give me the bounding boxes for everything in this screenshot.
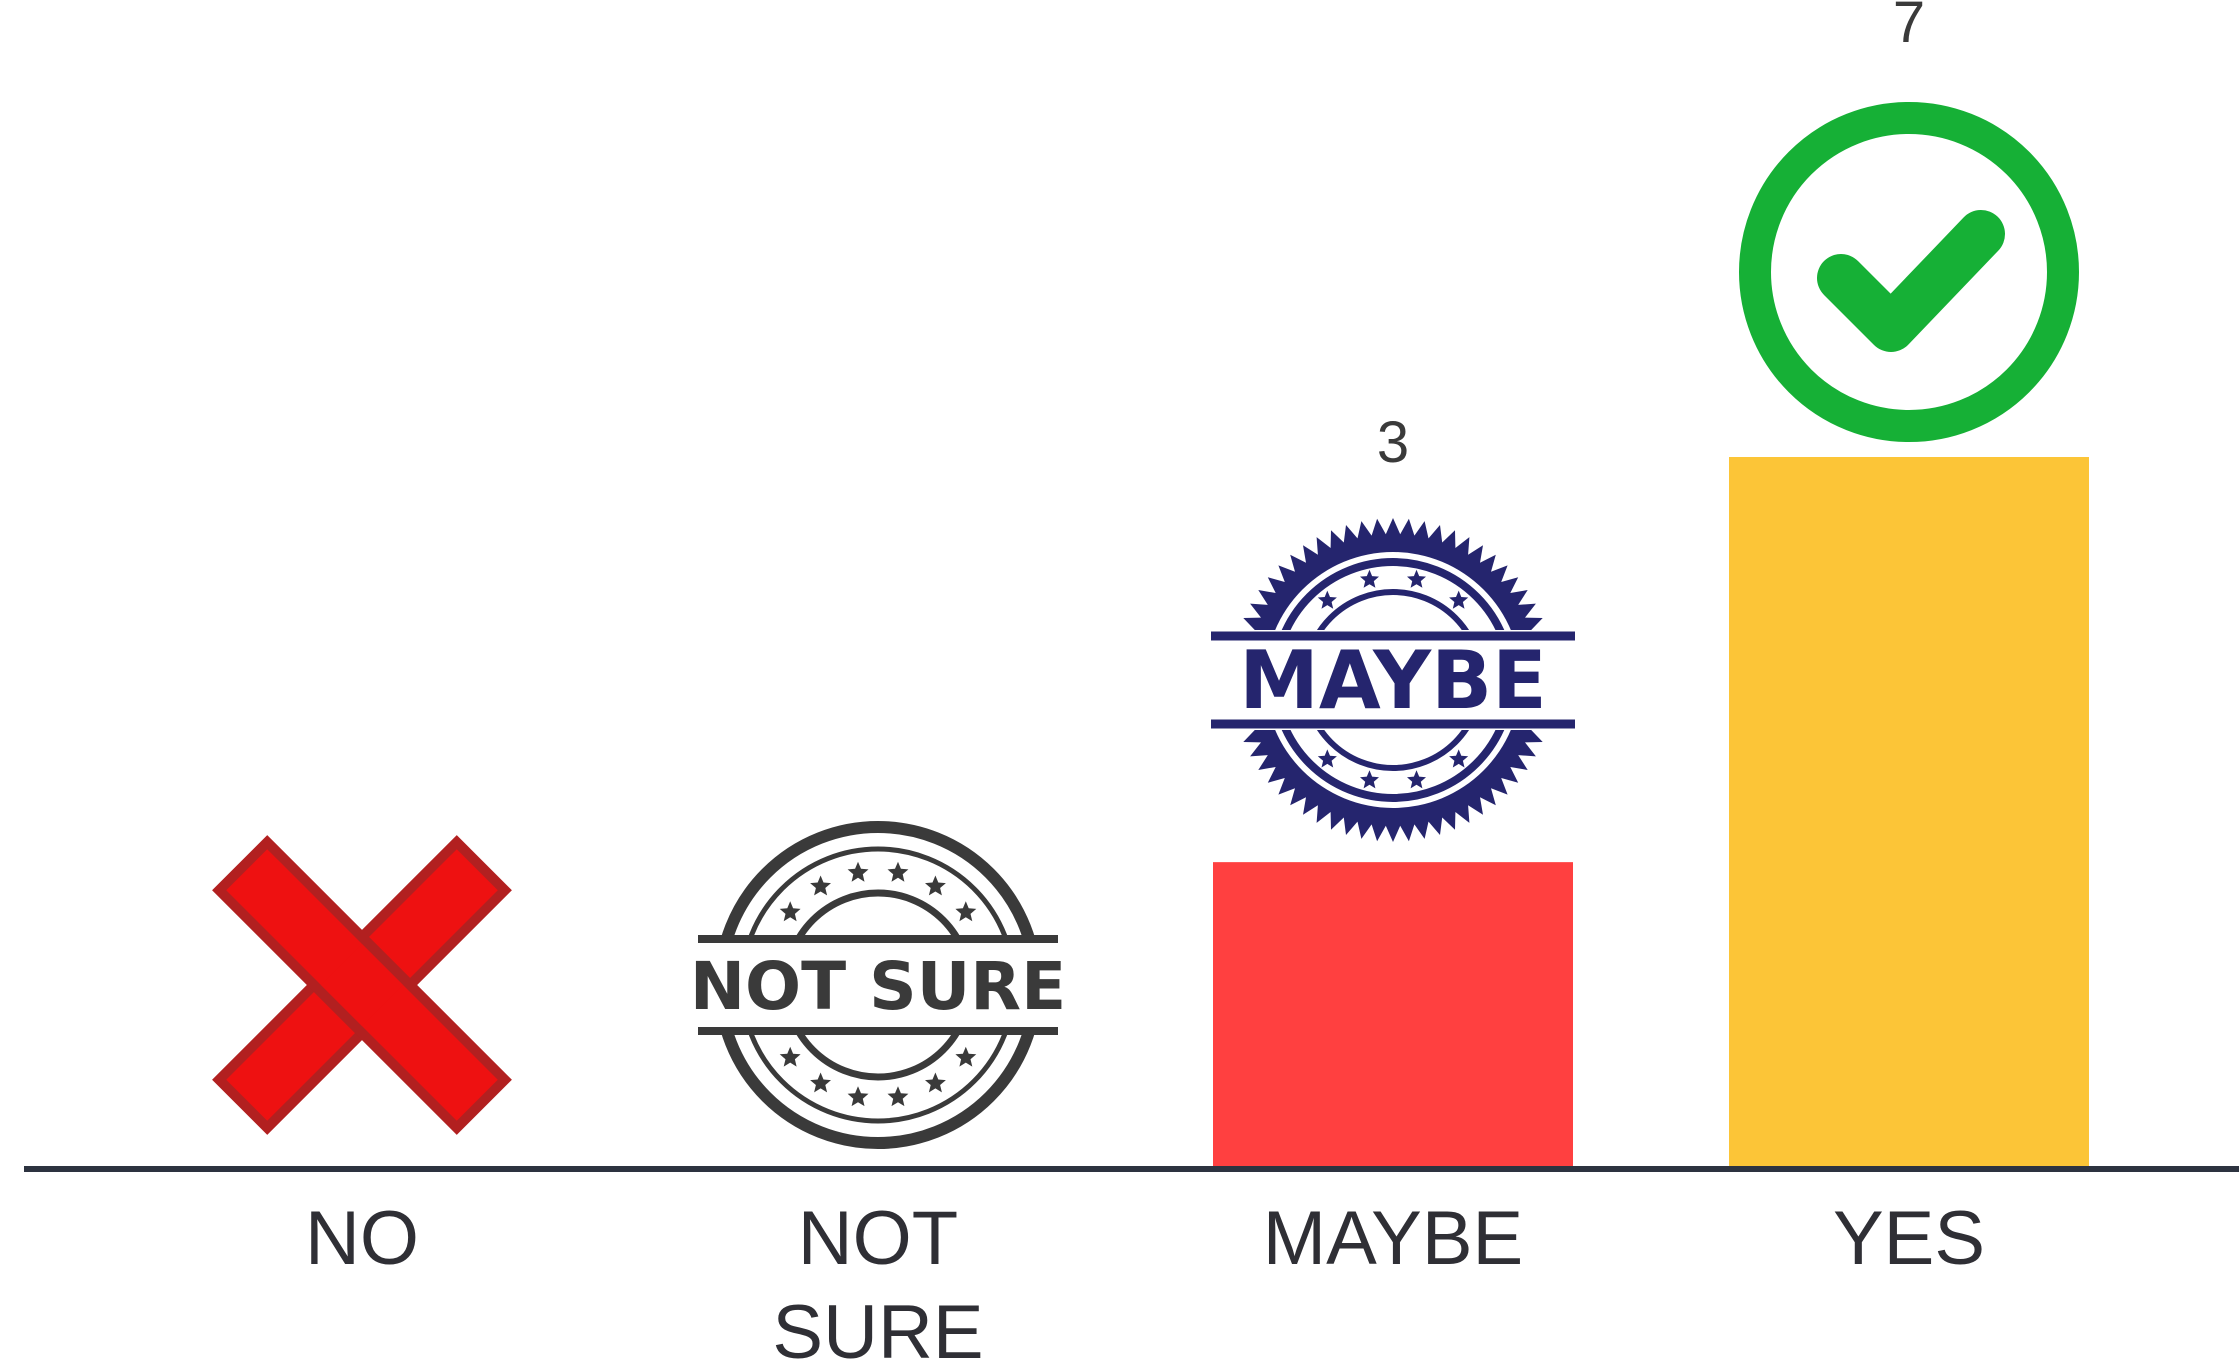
bars-group (1213, 457, 2089, 1166)
maybe-stamp-icon: MAYBE (1211, 518, 1575, 842)
category-label-maybe: MAYBE (1263, 1196, 1523, 1281)
maybe-stamp-text: MAYBE (1239, 634, 1546, 727)
category-label-not-sure: NOT (798, 1196, 958, 1281)
value-labels-group: 37 (1377, 0, 1925, 475)
category-label-no: NO (305, 1196, 419, 1281)
not-sure-stamp-text: NOT SURE (690, 948, 1066, 1025)
value-label-maybe: 3 (1377, 410, 1409, 475)
value-label-yes: 7 (1893, 0, 1925, 55)
category-label-not-sure: SURE (772, 1290, 983, 1369)
not-sure-stamp-icon: NOT SURE (690, 821, 1066, 1149)
bar-maybe (1213, 862, 1573, 1166)
category-label-yes: YES (1833, 1196, 1985, 1281)
green-check-icon (1739, 102, 2079, 442)
category-labels-group: NO NOT SURE MAYBE YES (305, 1196, 1985, 1369)
bar-yes (1729, 457, 2089, 1166)
red-x-icon (212, 835, 512, 1135)
